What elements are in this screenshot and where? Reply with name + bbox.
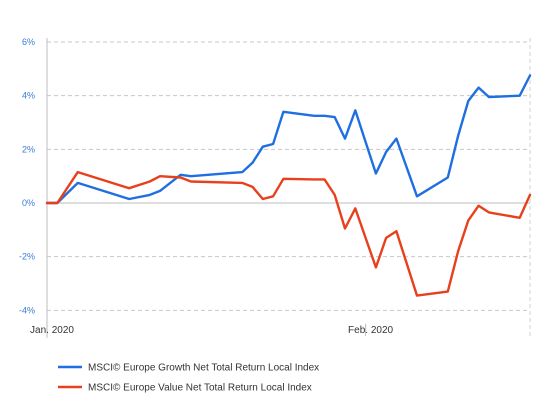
y-tick-label: -4% xyxy=(19,305,35,315)
grid-lines xyxy=(47,41,530,311)
growth-series-line xyxy=(45,74,532,205)
y-tick-labels: -4% -2% 0% 2% 4% 6% xyxy=(19,37,35,315)
legend: MSCI© Europe Growth Net Total Return Loc… xyxy=(58,363,319,394)
axes xyxy=(46,38,531,338)
y-tick-label: 4% xyxy=(22,91,35,101)
y-tick-label: 0% xyxy=(22,198,35,208)
legend-label-value: MSCI© Europe Value Net Total Return Loca… xyxy=(88,383,312,394)
value-series-line xyxy=(45,170,532,297)
y-tick-label: 6% xyxy=(22,37,35,47)
y-tick-label: -2% xyxy=(19,252,35,262)
x-tick-label: Feb. 2020 xyxy=(348,325,393,336)
series-lines xyxy=(45,74,532,297)
y-tick-label: 2% xyxy=(22,144,35,154)
x-tick-labels: Jan. 2020 Feb. 2020 xyxy=(30,323,394,336)
legend-label-growth: MSCI© Europe Growth Net Total Return Loc… xyxy=(88,363,319,374)
x-tick-label: Jan. 2020 xyxy=(30,325,74,336)
